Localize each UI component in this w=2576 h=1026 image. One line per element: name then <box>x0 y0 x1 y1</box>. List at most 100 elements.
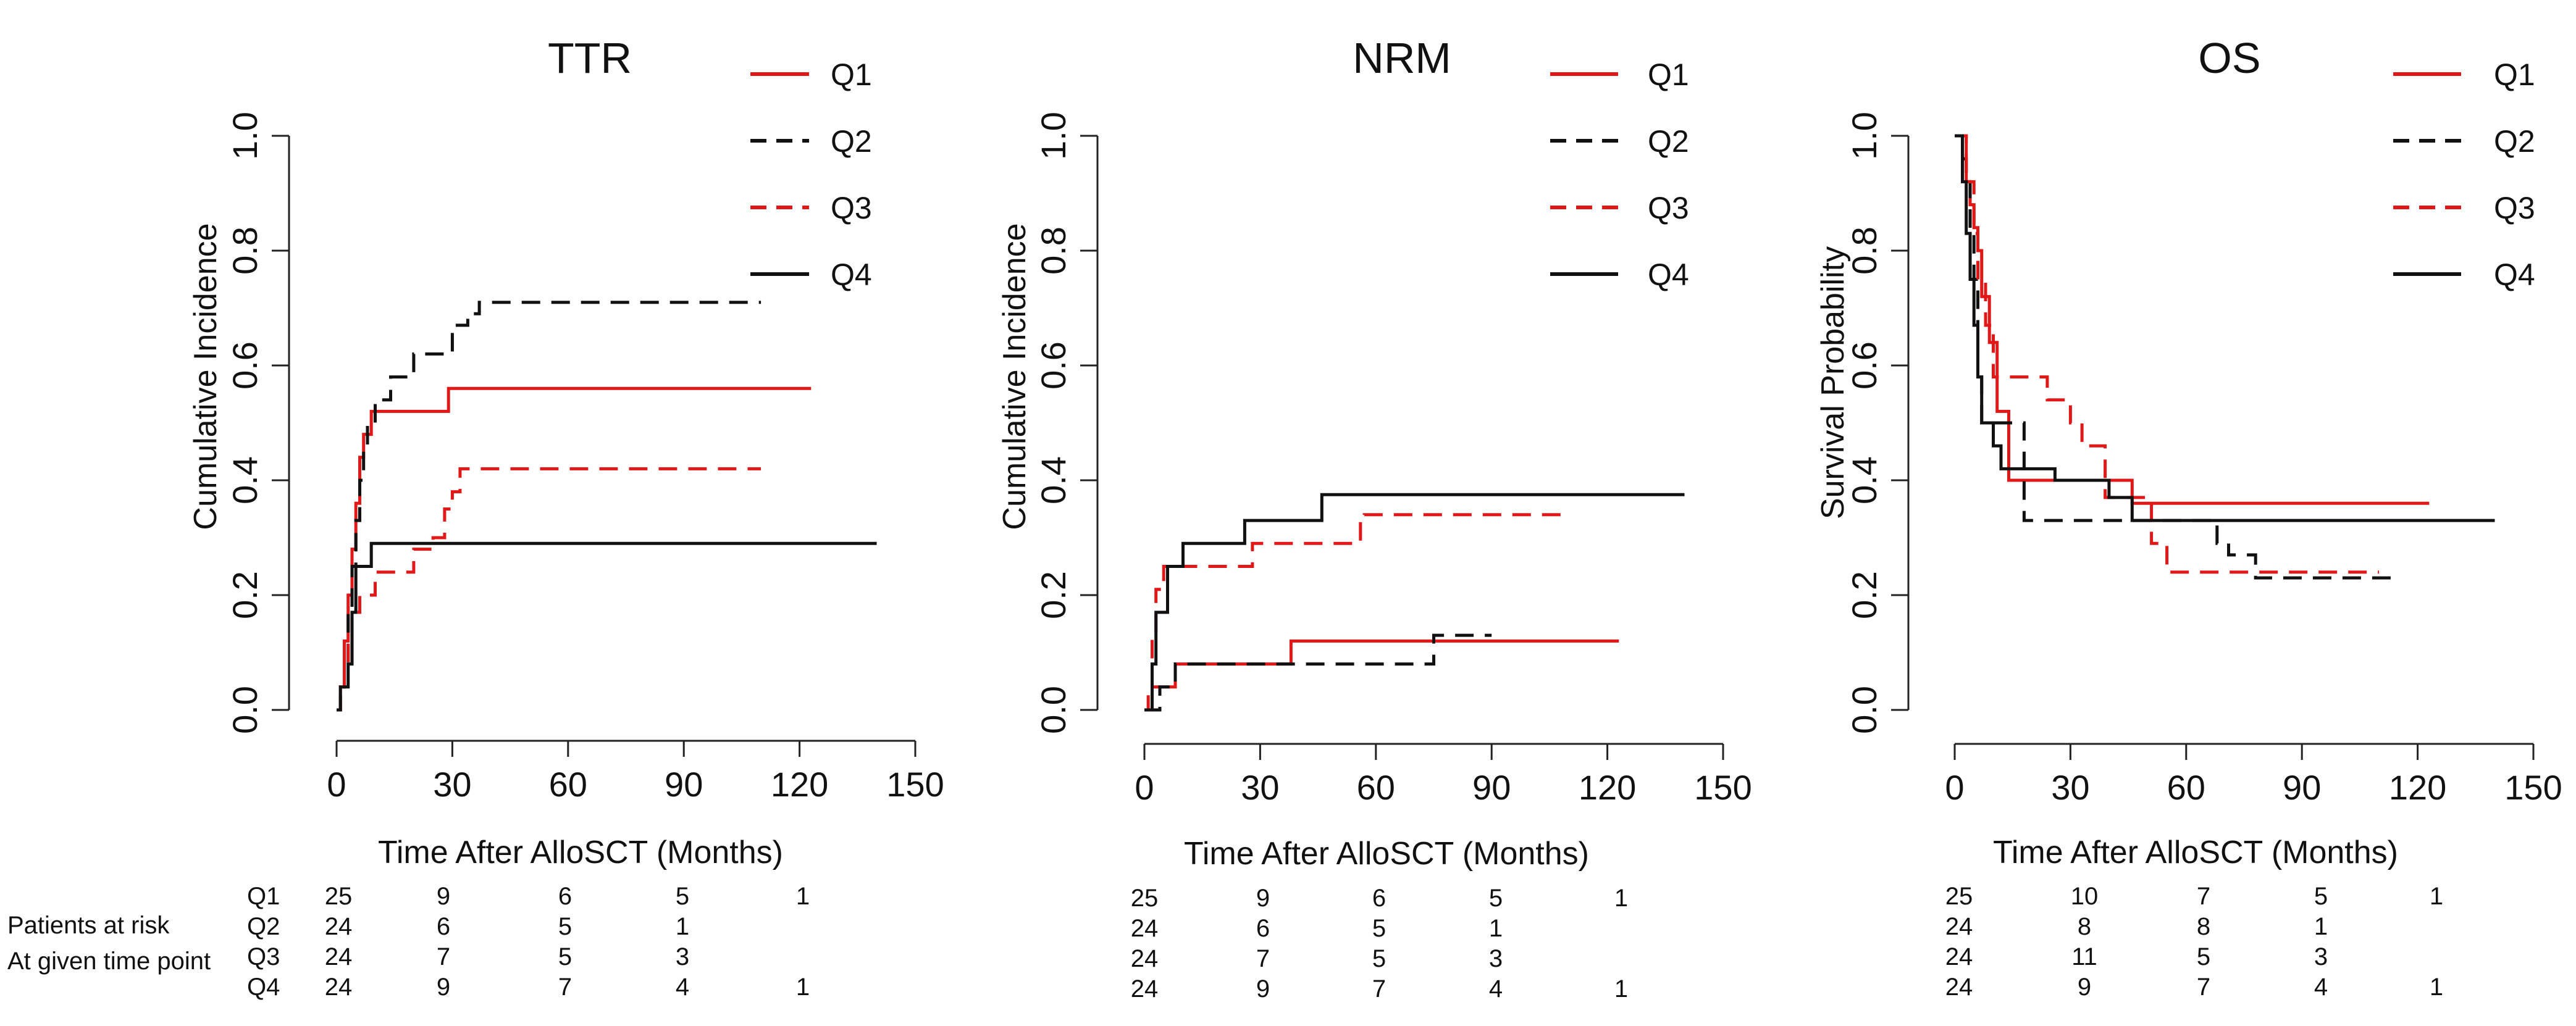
y-axis-label: Survival Probability <box>1815 246 1851 519</box>
risk-count: 24 <box>325 974 353 1001</box>
y-tick-label: 0.6 <box>1034 341 1073 390</box>
y-tick-label: 0.0 <box>1845 686 1884 734</box>
risk-count: 6 <box>1256 915 1270 942</box>
panel-ttr: TTR Cumulative Incidence Time After Allo… <box>188 34 944 1001</box>
chart-title: TTR <box>548 34 632 82</box>
x-tick-label: 150 <box>2504 768 2562 807</box>
x-tick-label: 60 <box>1357 768 1395 807</box>
series-line-q4 <box>1144 493 1685 712</box>
risk-count: 7 <box>2197 883 2210 910</box>
y-tick-label: 0.2 <box>1034 571 1073 619</box>
risk-count: 24 <box>325 943 353 970</box>
y-axis-label: Cumulative Incidence <box>997 223 1033 530</box>
y-tick-label: 1.0 <box>225 112 264 160</box>
x-tick-label: 120 <box>2389 768 2446 807</box>
risk-count: 8 <box>2078 913 2091 940</box>
risk-group-label: Q4 <box>247 974 280 1001</box>
risk-count: 9 <box>437 883 450 910</box>
legend-label-q4: Q4 <box>2494 257 2535 292</box>
x-tick-label: 0 <box>1135 768 1154 807</box>
y-tick-label: 0.2 <box>225 571 264 619</box>
risk-count: 24 <box>1945 913 1973 940</box>
risk-count: 6 <box>558 883 572 910</box>
risk-count: 5 <box>1489 885 1503 912</box>
risk-count: 1 <box>1614 975 1628 1003</box>
risk-count: 1 <box>1489 915 1503 942</box>
x-tick-label: 30 <box>2051 768 2089 807</box>
risk-count: 9 <box>2078 974 2091 1001</box>
legend-label-q1: Q1 <box>831 57 872 92</box>
risk-count: 25 <box>325 883 353 910</box>
risk-count: 1 <box>2430 974 2443 1001</box>
risk-group-label: Q3 <box>247 943 280 970</box>
x-tick-label: 90 <box>2283 768 2321 807</box>
risk-count: 5 <box>1372 945 1386 972</box>
x-tick-label: 120 <box>771 765 828 804</box>
risk-count: 3 <box>676 943 689 970</box>
chart-title: OS <box>2198 34 2260 82</box>
panel-nrm: NRM Cumulative Incidence Time After Allo… <box>997 34 1752 1003</box>
x-axis-label: Time After AlloSCT (Months) <box>378 835 783 870</box>
series-line-q3 <box>1955 134 2380 574</box>
risk-count: 24 <box>1945 943 1973 970</box>
risk-count: 24 <box>1945 974 1973 1001</box>
risk-count: 25 <box>1945 883 1973 910</box>
risk-count: 5 <box>2314 883 2328 910</box>
legend-label-q2: Q2 <box>2494 124 2535 159</box>
risk-count: 5 <box>676 883 689 910</box>
y-tick-label: 0.8 <box>1034 227 1073 275</box>
x-axis-label: Time After AlloSCT (Months) <box>1993 835 2398 870</box>
risk-count: 5 <box>1372 915 1386 942</box>
y-tick-label: 1.0 <box>1034 112 1073 160</box>
risk-count: 1 <box>2430 883 2443 910</box>
risk-count: 7 <box>1372 975 1386 1003</box>
series-line-q3 <box>337 467 761 712</box>
risk-count: 24 <box>1131 915 1159 942</box>
risk-count: 7 <box>558 974 572 1001</box>
series-line-q3 <box>1144 513 1569 712</box>
series-line-q2 <box>1144 633 1492 712</box>
series-line-q2 <box>1955 134 2391 580</box>
y-tick-label: 0.2 <box>1845 571 1884 619</box>
y-tick-label: 1.0 <box>1845 112 1884 160</box>
x-tick-label: 30 <box>433 765 471 804</box>
legend-label-q2: Q2 <box>1648 124 1689 159</box>
x-tick-label: 120 <box>1579 768 1636 807</box>
risk-count: 1 <box>2314 913 2328 940</box>
risk-count: 1 <box>1614 885 1628 912</box>
risk-count: 7 <box>437 943 450 970</box>
risk-count: 3 <box>2314 943 2328 970</box>
legend-label-q1: Q1 <box>2494 57 2535 92</box>
legend-label-q2: Q2 <box>831 124 872 159</box>
risk-count: 24 <box>1131 945 1159 972</box>
risk-table-caption-line1: Patients at risk <box>7 912 170 939</box>
y-tick-label: 0.0 <box>225 686 264 734</box>
risk-count: 6 <box>437 913 450 940</box>
x-tick-label: 30 <box>1241 768 1279 807</box>
legend-label-q3: Q3 <box>831 191 872 225</box>
risk-count: 24 <box>325 913 353 940</box>
risk-count: 9 <box>1256 885 1270 912</box>
x-tick-label: 150 <box>1694 768 1752 807</box>
y-tick-label: 0.6 <box>225 341 264 390</box>
series-line-q1 <box>337 386 812 712</box>
y-tick-label: 0.4 <box>225 456 264 504</box>
series-line-q4 <box>337 541 877 712</box>
panel-os: OS Survival Probability Time After AlloS… <box>1815 34 2562 1001</box>
risk-count: 4 <box>676 974 689 1001</box>
risk-count: 1 <box>676 913 689 940</box>
risk-count: 24 <box>1131 975 1159 1003</box>
risk-count: 7 <box>1256 945 1270 972</box>
y-tick-label: 0.4 <box>1845 456 1884 504</box>
legend-label-q3: Q3 <box>2494 191 2535 225</box>
x-tick-label: 0 <box>1945 768 1964 807</box>
risk-group-label: Q2 <box>247 913 280 940</box>
x-tick-label: 150 <box>886 765 944 804</box>
risk-count: 1 <box>796 883 810 910</box>
risk-count: 1 <box>796 974 810 1001</box>
risk-count: 11 <box>2071 943 2097 970</box>
y-tick-label: 0.4 <box>1034 456 1073 504</box>
risk-table-caption-line2: At given time point <box>7 948 211 975</box>
risk-count: 25 <box>1131 885 1159 912</box>
